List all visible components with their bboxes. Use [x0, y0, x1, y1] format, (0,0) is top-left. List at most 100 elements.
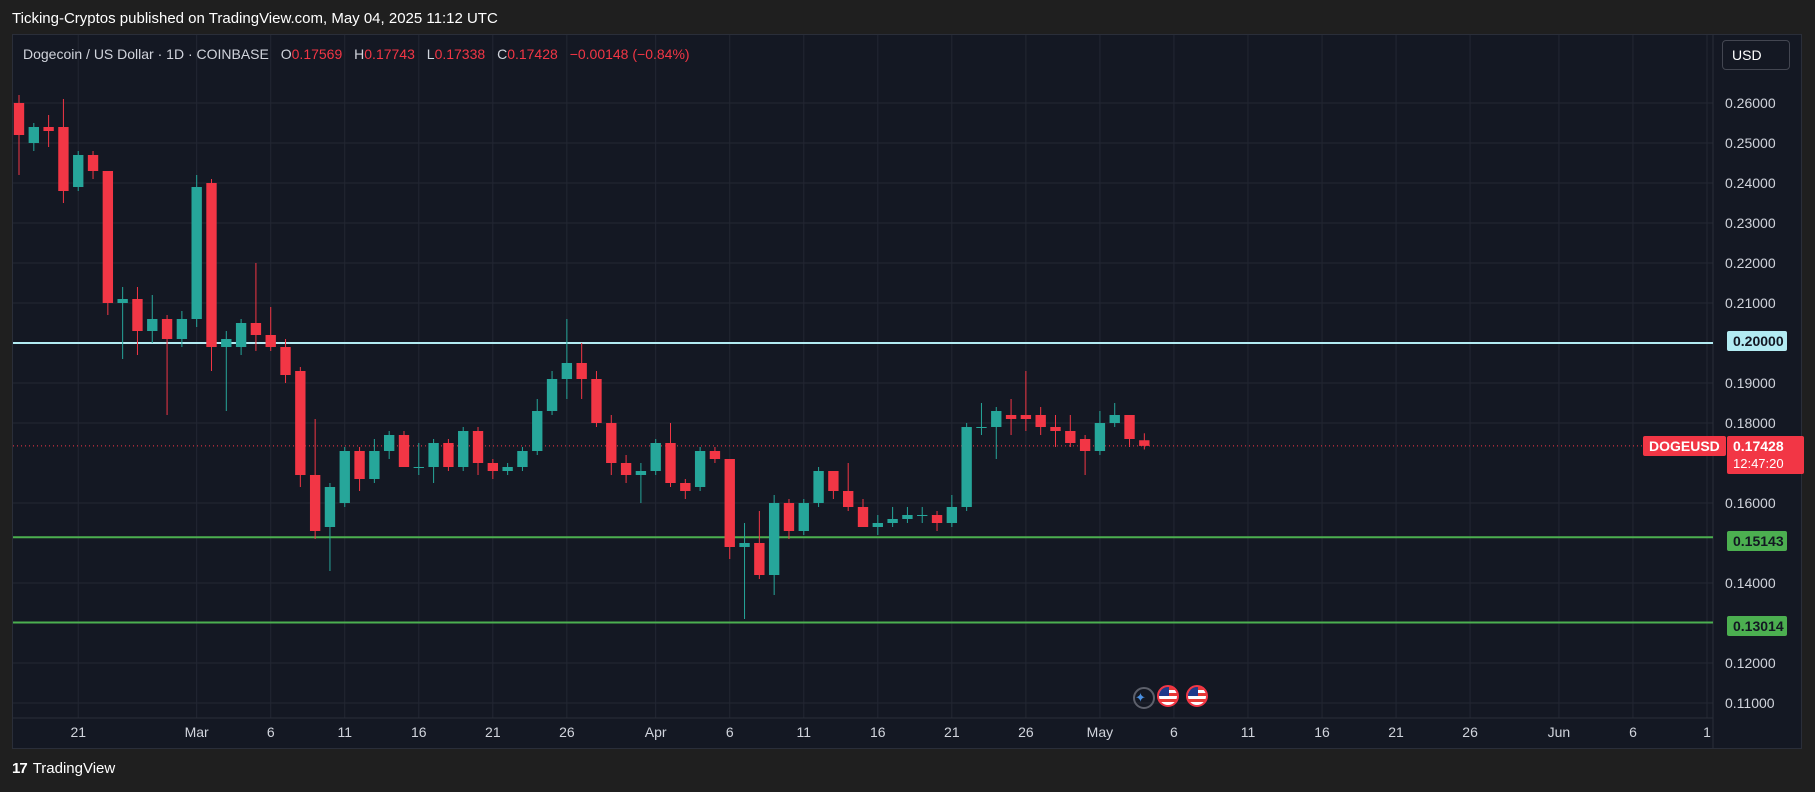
- candle-body: [132, 299, 143, 331]
- x-tick-label: 16: [1314, 724, 1330, 740]
- candle-body: [650, 443, 661, 471]
- footer-brand-label: TradingView: [32, 760, 116, 777]
- x-tick-label: 21: [1388, 724, 1404, 740]
- candle-body: [87, 155, 99, 171]
- spark-icon[interactable]: ✦: [1133, 687, 1155, 709]
- candle-body: [991, 411, 1002, 427]
- x-tick-label: 21: [485, 724, 501, 740]
- y-tick-label: 0.18000: [1725, 415, 1776, 431]
- y-tick-label: 0.25000: [1725, 135, 1776, 151]
- candle-body: [147, 319, 158, 331]
- y-tick-label: 0.21000: [1725, 295, 1776, 311]
- x-tick-label: Apr: [645, 724, 667, 740]
- candle-body: [58, 127, 69, 191]
- y-tick-label: 0.19000: [1725, 375, 1776, 391]
- candle-body: [176, 319, 188, 339]
- candle-body: [309, 475, 321, 531]
- candle-body: [591, 379, 602, 423]
- x-tick-label: 6: [267, 724, 275, 740]
- candle-body: [443, 443, 454, 467]
- candle-body: [28, 127, 39, 143]
- price-tag-support-2: 0.13014: [1727, 616, 1787, 636]
- candle-body: [694, 451, 706, 487]
- candle-body: [606, 423, 617, 463]
- candle-body: [961, 427, 972, 507]
- candle-body: [680, 483, 691, 491]
- candle-body: [369, 451, 380, 479]
- candle-body: [739, 543, 750, 547]
- candle-body: [576, 363, 587, 379]
- candle-body: [13, 103, 25, 135]
- candle-body: [1035, 415, 1046, 427]
- x-tick-label: 21: [944, 724, 960, 740]
- candle-body: [1139, 440, 1150, 446]
- candle-body: [754, 543, 765, 575]
- symbol-tag: DOGEUSD: [1643, 436, 1726, 456]
- footer-brand[interactable]: 17 TradingView: [12, 760, 115, 777]
- candle-body: [768, 503, 780, 575]
- candle-body: [1065, 431, 1076, 443]
- high-value: 0.17743: [364, 46, 415, 62]
- y-tick-label: 0.24000: [1725, 175, 1776, 191]
- x-tick-label: Mar: [185, 724, 209, 740]
- x-tick-label: 26: [559, 724, 575, 740]
- candlestick-chart[interactable]: 0.26000 0.25000 0.24000 0.23000 0.22000 0.210…: [13, 35, 1801, 748]
- candle-body: [265, 335, 276, 347]
- candle-body: [235, 323, 247, 347]
- candle-body: [1050, 427, 1061, 431]
- candle-body: [902, 515, 913, 519]
- current-price-value: 0.17428: [1733, 438, 1784, 454]
- chart-panel[interactable]: 0.26000 0.25000 0.24000 0.23000 0.22000 0.210…: [12, 34, 1804, 749]
- x-tick-label: 16: [870, 724, 886, 740]
- current-price-tag: 0.17428 12:47:20: [1727, 436, 1804, 474]
- x-tick-label: Jun: [1548, 724, 1571, 740]
- candle-body: [206, 183, 217, 347]
- candle-body: [295, 371, 306, 475]
- candle-body: [398, 435, 410, 467]
- price-tag-resistance: 0.20000: [1727, 331, 1787, 351]
- close-label: C: [497, 46, 508, 62]
- x-tick-label: 11: [1241, 724, 1256, 740]
- y-tick-label: 0.22000: [1725, 255, 1776, 271]
- candle-body: [532, 411, 543, 451]
- us-flag-icon[interactable]: [1186, 685, 1208, 707]
- y-tick-label: 0.16000: [1725, 495, 1776, 511]
- candle-body: [43, 127, 54, 131]
- ohlc-legend: Dogecoin / US Dollar · 1D · COINBASE O 0.…: [23, 46, 690, 62]
- x-tick-label: 16: [411, 724, 427, 740]
- candle-body: [828, 471, 839, 491]
- close-value: 0.17428: [507, 46, 558, 62]
- candle-body: [813, 471, 824, 503]
- candle-body: [161, 319, 173, 339]
- candle-body: [250, 323, 262, 335]
- y-tick-label: 0.14000: [1725, 575, 1776, 591]
- candle-body: [1094, 423, 1106, 451]
- price-tag-support-1: 0.15143: [1727, 531, 1787, 551]
- x-tick-label: May: [1087, 724, 1113, 740]
- candle-body: [1079, 439, 1091, 451]
- open-label: O: [280, 46, 292, 62]
- candle-body: [843, 491, 854, 507]
- candle-body: [383, 435, 395, 451]
- candle-body: [413, 467, 424, 468]
- candle-body: [561, 363, 573, 379]
- currency-button[interactable]: USD: [1722, 40, 1790, 70]
- us-flag-icon[interactable]: [1157, 685, 1179, 707]
- candle-body: [502, 467, 513, 471]
- candle-body: [620, 463, 632, 475]
- candle-body: [635, 471, 647, 475]
- x-tick-label: 26: [1018, 724, 1034, 740]
- candle-body: [339, 451, 350, 503]
- tradingview-logo-icon: 17: [12, 760, 28, 777]
- y-tick-label: 0.23000: [1725, 215, 1776, 231]
- candle-body: [798, 503, 809, 531]
- candle-body: [487, 463, 499, 471]
- candle-body: [428, 443, 439, 467]
- candle-body: [191, 187, 202, 319]
- candle-body: [280, 347, 291, 375]
- candle-body: [221, 339, 232, 347]
- bar-countdown: 12:47:20: [1733, 456, 1784, 471]
- y-tick-label: 0.26000: [1725, 95, 1776, 111]
- change-value: −0.00148 (−0.84%): [569, 46, 690, 62]
- symbol-title[interactable]: Dogecoin / US Dollar · 1D · COINBASE: [23, 46, 269, 62]
